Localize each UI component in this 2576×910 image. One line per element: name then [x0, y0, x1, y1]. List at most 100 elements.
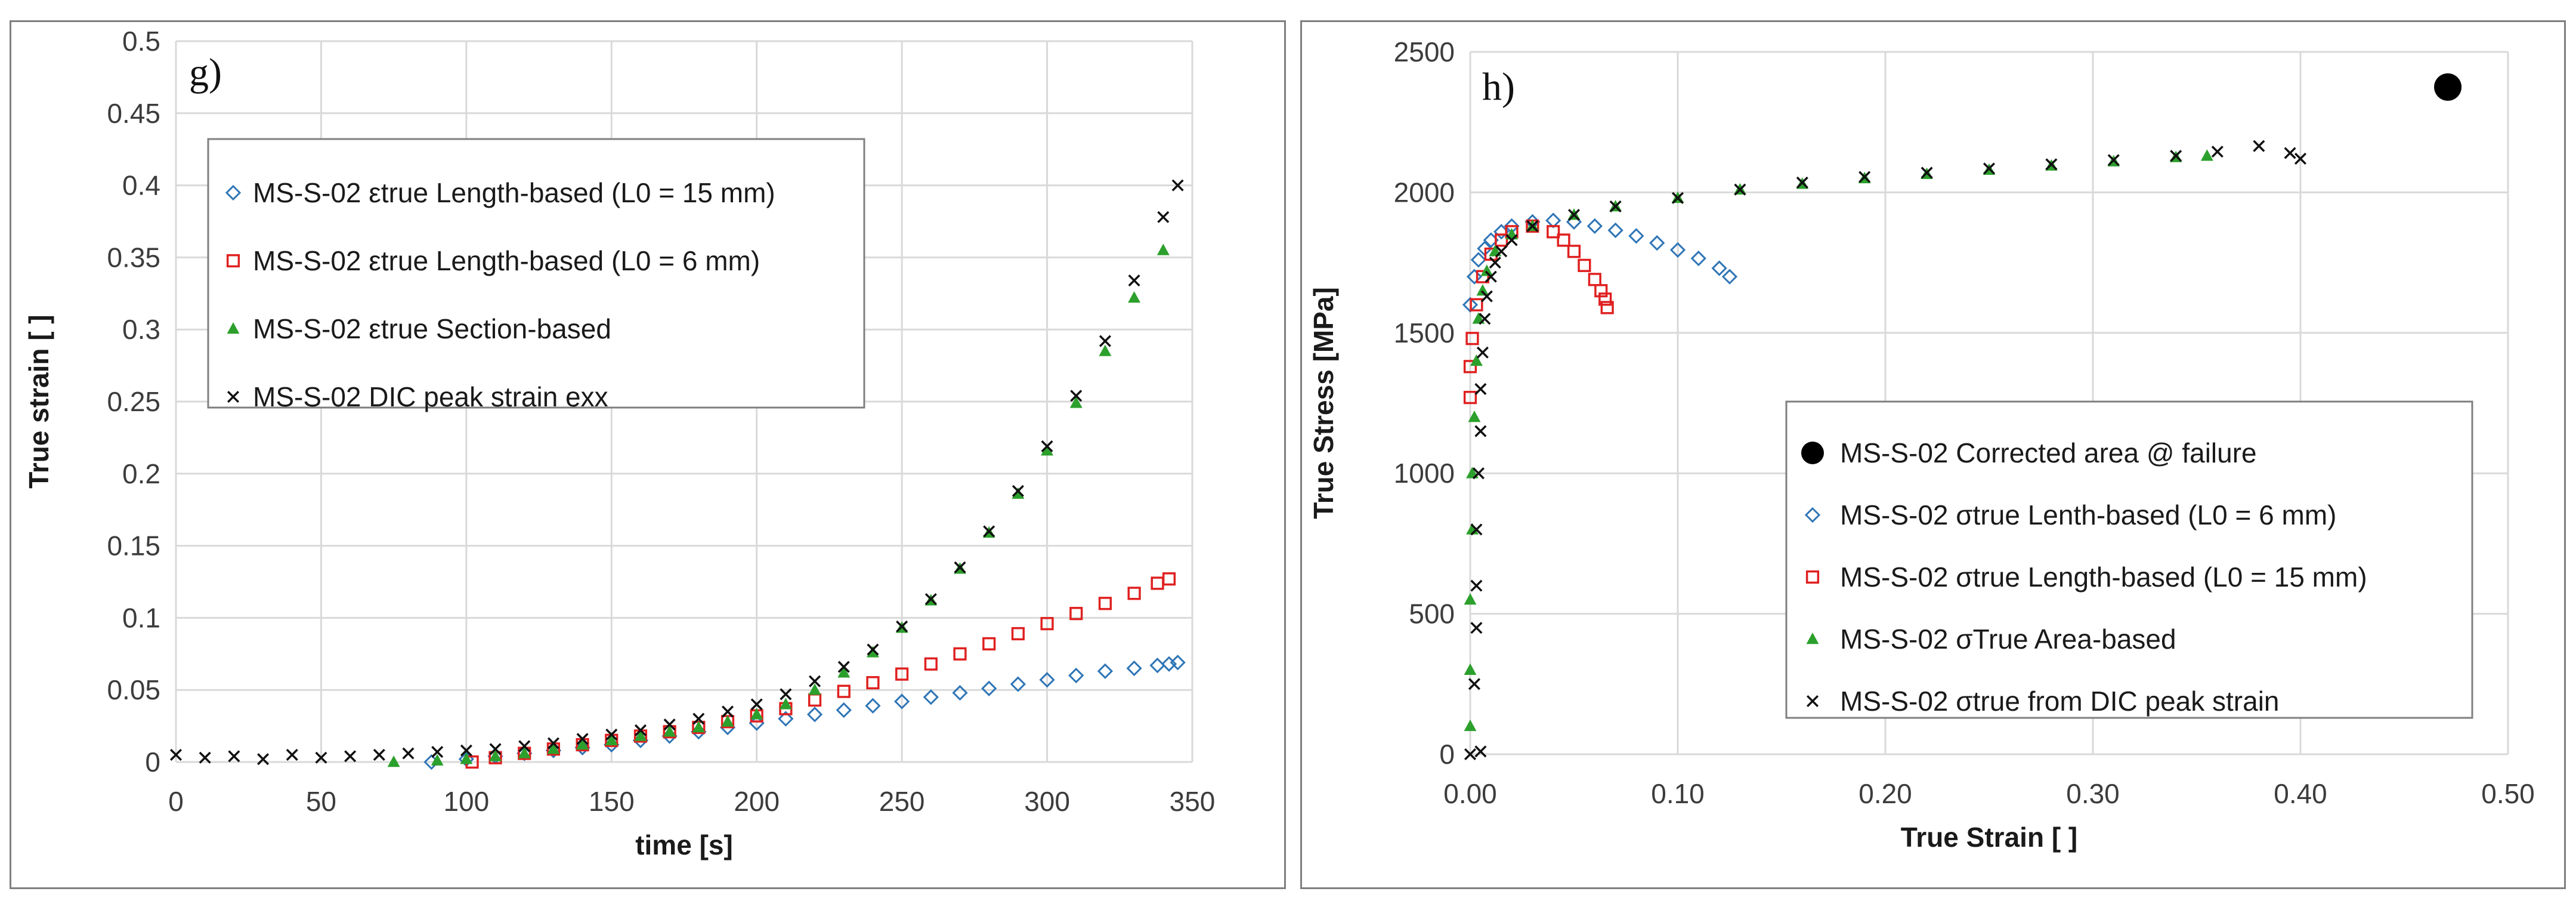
data-point [1669, 242, 1686, 258]
data-point [983, 525, 995, 538]
cross-stroke-b [1671, 192, 1684, 204]
data-point [547, 737, 559, 749]
data-point [634, 724, 647, 736]
cross-stroke-b [460, 744, 472, 757]
cross-stroke-b [1489, 257, 1501, 269]
y-tick-label: 0.45 [107, 98, 160, 129]
chart-h-svg: 0.00 0.10 0.20 0.30 0.40 0.50 0 500 1000 1500 2000… [1308, 36, 2535, 853]
data-point [1012, 485, 1024, 497]
cross-stroke-b [1609, 200, 1622, 212]
cross-stroke-b [1734, 183, 1746, 196]
data-point [1545, 212, 1561, 229]
cross-stroke-b [634, 724, 647, 736]
legend-marker [226, 254, 240, 268]
data-point [518, 740, 531, 752]
data-point [1099, 344, 1112, 356]
cross-stroke-b [663, 718, 676, 731]
data-point [1480, 290, 1493, 303]
data-point [866, 676, 880, 690]
data-point [1128, 274, 1140, 287]
data-point [1489, 257, 1501, 269]
data-point [1734, 183, 1746, 196]
data-point [895, 667, 909, 681]
cross-stroke-b [1479, 313, 1491, 325]
cross-stroke-b [1526, 220, 1539, 232]
legend-entry: MS-S-02 εtrue Length-based (L0 = 15 mm) [253, 177, 775, 208]
data-point [1476, 346, 1489, 359]
data-point [1162, 572, 1176, 586]
data-point [808, 683, 821, 695]
data-point [2294, 152, 2307, 165]
series-3 [169, 179, 1184, 766]
panel-label: g) [189, 51, 222, 94]
data-point [896, 620, 908, 633]
cross-stroke-b [1474, 425, 1487, 437]
y-axis-title: True Stress [MPa] [1308, 287, 1339, 519]
data-point [663, 718, 676, 731]
cross-stroke-b [605, 729, 618, 741]
legend-marker [1805, 570, 1820, 584]
data-point [2107, 154, 2120, 166]
cross-stroke-b [315, 751, 327, 764]
data-point [1485, 270, 1497, 283]
data-point [1464, 748, 1477, 761]
y-tick-label: 2500 [1394, 36, 1455, 67]
cross-stroke-b [837, 661, 850, 673]
data-point [692, 721, 705, 733]
data-point [431, 754, 444, 766]
data-point [924, 657, 938, 671]
legend-marker [1806, 695, 1819, 708]
cross-stroke-b [867, 643, 879, 656]
cross-stroke-b [431, 746, 444, 758]
data-point [1567, 245, 1581, 258]
data-point [1628, 228, 1644, 244]
cross-stroke-b [1157, 211, 1170, 223]
legend-marker [227, 322, 240, 334]
legend-marker [1801, 442, 1824, 464]
data-point [1011, 627, 1025, 641]
data-point [1012, 487, 1025, 499]
data-point [2211, 146, 2224, 158]
data-point [2434, 73, 2462, 101]
data-point [228, 750, 240, 763]
data-point [1170, 655, 1186, 671]
cross-stroke-b [983, 525, 995, 538]
data-point [257, 753, 270, 766]
cross-stroke-b [1796, 176, 1808, 189]
data-point [1474, 745, 1487, 758]
data-point [1128, 291, 1141, 303]
y-tick-label: 0.4 [122, 170, 160, 201]
data-point [387, 755, 400, 767]
cross-stroke-b [1474, 745, 1487, 758]
cross-stroke-b [896, 620, 908, 633]
y-tick-label: 1000 [1394, 458, 1455, 489]
data-point [778, 711, 794, 727]
chart-panel-g: 0 50 100 150 200 250 300 350 0 0.05 0.1 0.15 0.2 0.25… [10, 20, 1286, 889]
legend-marker [1804, 507, 1821, 523]
data-point [750, 708, 763, 720]
data-point [1588, 273, 1601, 286]
data-point [1010, 676, 1026, 692]
data-point [1858, 171, 1871, 183]
cross-stroke-b [1171, 179, 1184, 192]
cross-stroke-b [1476, 346, 1489, 359]
data-point [489, 749, 502, 761]
data-point [1470, 354, 1483, 366]
legend-marker [227, 390, 240, 403]
data-point [1161, 656, 1177, 672]
y-tick-label: 0.15 [107, 530, 160, 562]
data-point [1796, 176, 1808, 189]
data-point [1464, 593, 1477, 605]
data-point [431, 746, 444, 758]
data-point [576, 738, 589, 750]
data-point [780, 688, 792, 701]
data-point [808, 693, 822, 707]
data-point [1690, 250, 1706, 267]
data-point [605, 729, 618, 741]
data-point [344, 750, 357, 763]
data-point [286, 748, 298, 761]
x-tick-label: 50 [306, 786, 336, 817]
data-point [1479, 313, 1491, 325]
data-point [1472, 467, 1485, 480]
data-point [1921, 166, 1933, 179]
